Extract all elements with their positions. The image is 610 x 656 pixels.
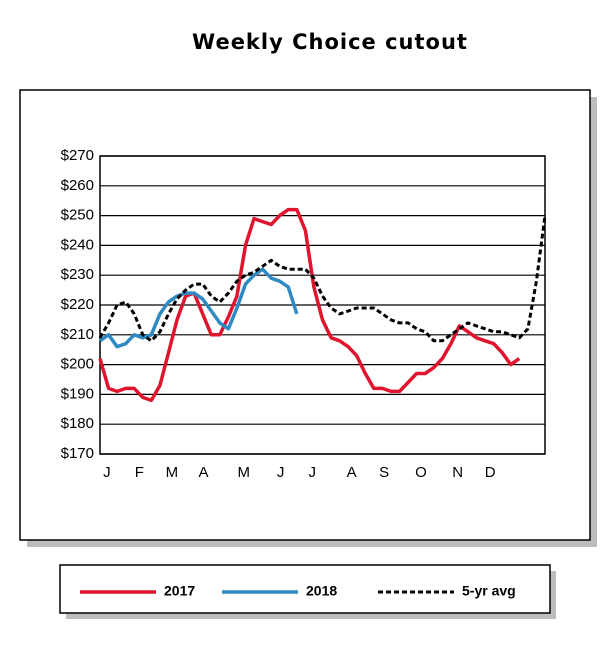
y-tick-label: $260 — [61, 177, 94, 194]
x-tick-label: M — [166, 464, 179, 481]
x-tick-label: A — [347, 464, 357, 481]
y-tick-label: $230 — [61, 266, 94, 283]
legend-label: 2017 — [164, 583, 195, 599]
legend-box — [59, 564, 551, 614]
x-tick-label: O — [415, 464, 427, 481]
x-tick-label: M — [238, 464, 251, 481]
y-tick-label: $210 — [61, 326, 94, 343]
y-tick-label: $200 — [61, 356, 94, 373]
x-tick-label: J — [103, 464, 111, 481]
y-tick-label: $170 — [61, 445, 94, 462]
y-tick-label: $270 — [61, 147, 94, 164]
x-tick-label: F — [135, 464, 144, 481]
plot-border — [99, 155, 546, 455]
y-tick-label: $190 — [61, 385, 94, 402]
legend-label: 5-yr avg — [462, 583, 516, 599]
y-tick-label: $180 — [61, 415, 94, 432]
y-tick-label: $250 — [61, 207, 94, 224]
x-tick-label: J — [277, 464, 285, 481]
x-tick-label: S — [379, 464, 389, 481]
y-tick-label: $220 — [61, 296, 94, 313]
x-tick-label: N — [452, 464, 463, 481]
x-tick-label: J — [308, 464, 316, 481]
chart-title: Weekly Choice cutout — [192, 30, 468, 54]
x-tick-label: A — [199, 464, 209, 481]
series-line — [98, 207, 521, 403]
y-tick-label: $240 — [61, 236, 94, 253]
panel — [19, 89, 591, 541]
series-line — [98, 267, 299, 349]
legend-label: 2018 — [306, 583, 337, 599]
x-tick-label: D — [485, 464, 496, 481]
series-line — [98, 215, 547, 343]
